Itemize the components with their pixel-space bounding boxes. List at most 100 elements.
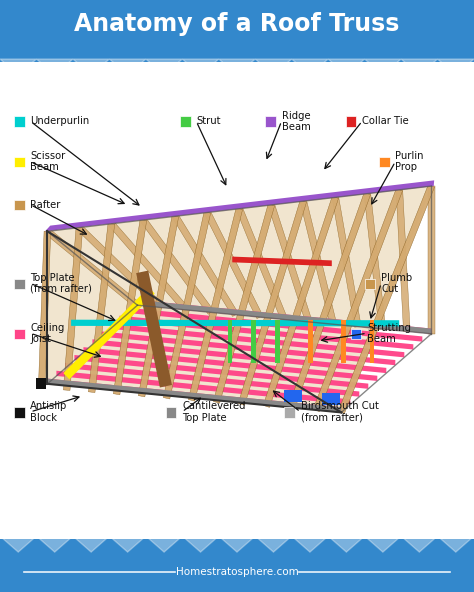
Polygon shape [438,536,474,552]
Polygon shape [251,320,256,363]
Polygon shape [255,59,292,75]
Bar [365,278,375,289]
Polygon shape [396,189,410,332]
Polygon shape [365,59,401,75]
Bar [351,329,361,339]
Polygon shape [109,59,146,75]
Polygon shape [46,229,139,308]
Bar [180,117,191,127]
Polygon shape [401,536,438,552]
Polygon shape [146,536,182,552]
Polygon shape [292,59,328,75]
Polygon shape [88,223,115,392]
Polygon shape [219,59,255,75]
Text: Collar Tie: Collar Tie [362,116,409,126]
Polygon shape [275,320,280,363]
Polygon shape [370,320,374,363]
Bar [14,329,25,339]
Polygon shape [136,271,172,388]
Text: Cantilevered
Top Plate: Cantilevered Top Plate [182,401,246,423]
Polygon shape [137,300,431,334]
Bar [14,117,25,127]
Polygon shape [308,320,313,363]
Polygon shape [0,536,36,552]
Polygon shape [284,390,302,401]
Polygon shape [0,59,36,75]
Polygon shape [47,379,341,413]
Polygon shape [173,214,238,317]
Polygon shape [188,208,243,401]
Text: Anatomy of a Roof Truss: Anatomy of a Roof Truss [74,12,400,36]
Polygon shape [428,186,435,334]
Bar [265,117,276,127]
Polygon shape [288,192,371,410]
Bar [14,157,25,168]
Polygon shape [56,371,350,404]
Polygon shape [83,347,377,381]
Polygon shape [113,220,146,395]
Polygon shape [328,536,365,552]
Polygon shape [109,536,146,552]
Polygon shape [65,363,359,397]
Polygon shape [36,378,46,388]
Polygon shape [119,316,413,349]
Text: Rafter: Rafter [30,200,61,210]
Polygon shape [64,227,82,390]
Polygon shape [47,379,341,413]
Polygon shape [47,186,431,413]
Polygon shape [182,59,219,75]
Text: Antislip
Block: Antislip Block [30,401,68,423]
Text: Top Plate
(from rafter): Top Plate (from rafter) [30,273,92,294]
Polygon shape [77,225,164,310]
Polygon shape [332,197,361,327]
Polygon shape [163,212,210,399]
Polygon shape [45,181,434,231]
Bar [166,407,176,418]
Polygon shape [213,204,274,403]
Bar [284,407,295,418]
Polygon shape [401,59,438,75]
Polygon shape [237,207,287,321]
Polygon shape [138,215,179,397]
Polygon shape [232,256,332,266]
Polygon shape [141,218,214,314]
Polygon shape [338,185,434,414]
Polygon shape [268,204,312,323]
Polygon shape [292,536,328,552]
Polygon shape [204,211,263,318]
Polygon shape [322,394,340,406]
Bar [14,200,25,210]
Polygon shape [64,287,155,379]
Polygon shape [300,200,337,325]
Text: Purlin
Prop: Purlin Prop [395,151,424,172]
Polygon shape [74,355,368,389]
Bar [14,407,25,418]
Text: Strut: Strut [196,116,221,126]
Polygon shape [255,536,292,552]
Text: Homestratosphere.com: Homestratosphere.com [176,567,298,577]
Polygon shape [128,308,422,342]
Polygon shape [438,59,474,75]
Bar [346,117,356,127]
Text: Ceiling
Joist: Ceiling Joist [30,323,65,344]
Text: Scissor
Beam: Scissor Beam [30,151,65,172]
Polygon shape [71,320,399,326]
Polygon shape [92,339,386,373]
Polygon shape [101,332,395,365]
Polygon shape [365,536,401,552]
Polygon shape [364,193,386,329]
Polygon shape [73,536,109,552]
Text: Plumb
Cut: Plumb Cut [381,273,412,294]
Polygon shape [146,59,182,75]
Text: Birdsmouth Cut
(from rafter): Birdsmouth Cut (from rafter) [301,401,378,423]
Bar [379,157,390,168]
Text: Ridge
Beam: Ridge Beam [282,111,310,132]
Polygon shape [38,231,51,388]
Polygon shape [137,300,431,334]
Polygon shape [36,536,73,552]
Polygon shape [313,189,402,411]
Polygon shape [219,536,255,552]
Polygon shape [263,197,338,407]
Polygon shape [341,320,346,363]
Polygon shape [110,324,404,358]
